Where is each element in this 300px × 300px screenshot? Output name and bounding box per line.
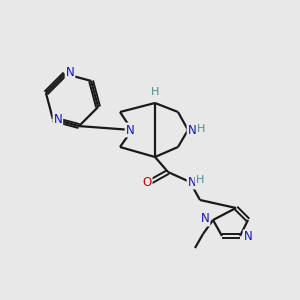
Text: N: N [66, 66, 74, 80]
Text: H: H [151, 87, 159, 97]
Text: N: N [244, 230, 252, 244]
Text: N: N [188, 124, 196, 136]
Text: N: N [126, 124, 134, 136]
Text: O: O [142, 176, 152, 190]
Text: H: H [197, 124, 205, 134]
Text: H: H [196, 175, 204, 185]
Text: N: N [188, 176, 196, 188]
Text: N: N [201, 212, 209, 226]
Text: N: N [53, 112, 62, 126]
